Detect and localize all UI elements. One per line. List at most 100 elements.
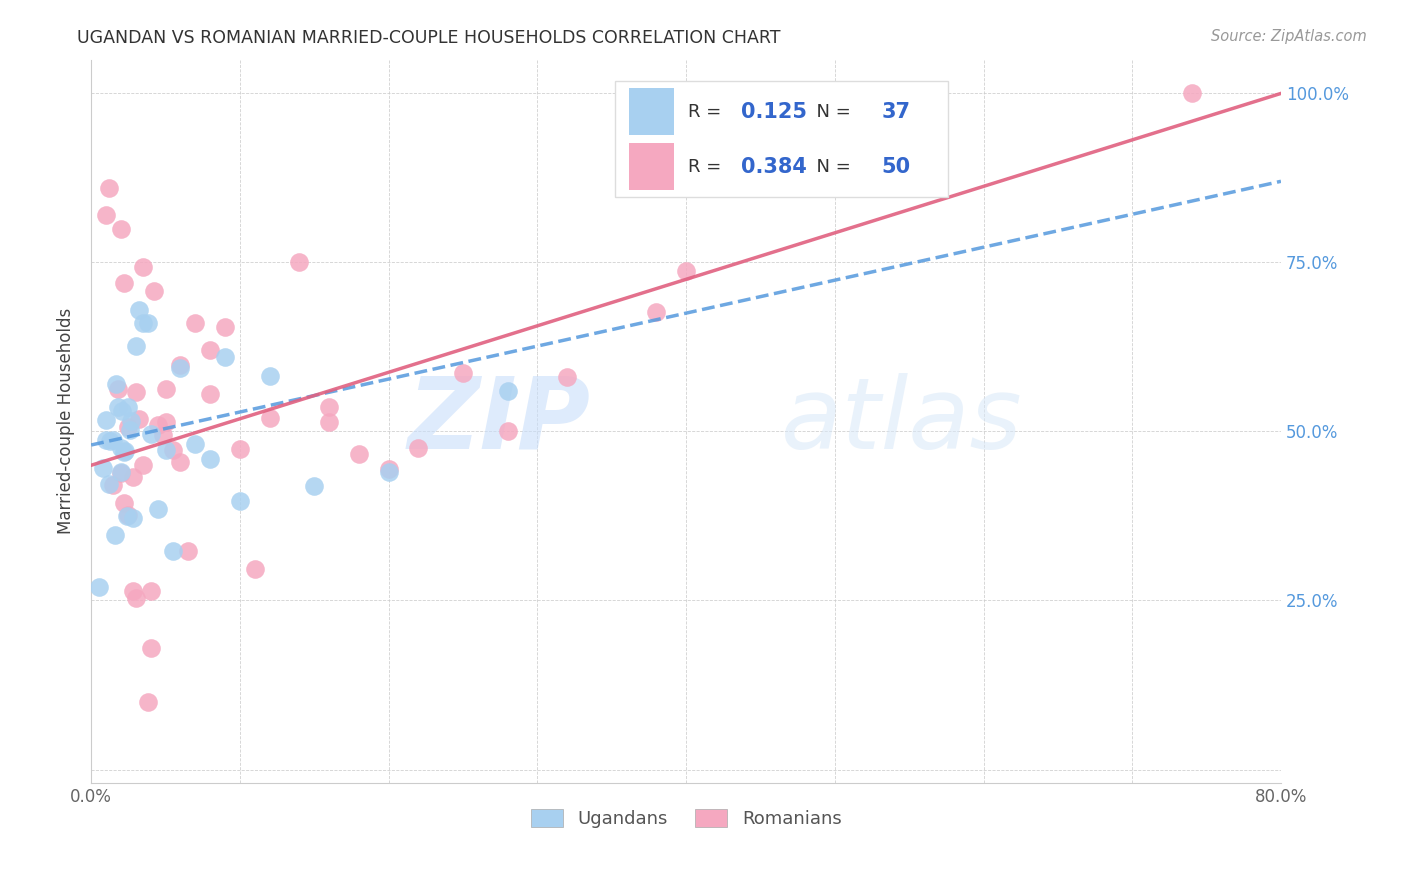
Point <box>347 447 370 461</box>
Text: 50: 50 <box>882 157 910 177</box>
FancyBboxPatch shape <box>628 88 673 136</box>
Point <box>734 132 756 146</box>
Point <box>132 260 155 274</box>
Point <box>128 302 150 317</box>
Point <box>114 443 136 458</box>
Point <box>121 511 143 525</box>
Point <box>169 358 191 372</box>
Point <box>91 460 114 475</box>
Point <box>132 316 155 330</box>
Point <box>288 255 311 269</box>
Point <box>128 412 150 426</box>
Point <box>115 508 138 523</box>
Point <box>118 423 141 437</box>
Point <box>139 583 162 598</box>
Point <box>132 458 155 472</box>
Point <box>229 442 252 456</box>
Point <box>259 369 281 384</box>
Point <box>162 443 184 458</box>
Point <box>94 433 117 447</box>
Point <box>105 377 128 392</box>
Point <box>121 583 143 598</box>
Point <box>107 400 129 414</box>
Point <box>152 427 174 442</box>
Point <box>214 351 236 365</box>
Point <box>408 441 430 455</box>
Text: N =: N = <box>806 103 856 120</box>
Point <box>184 316 207 330</box>
Point <box>125 339 148 353</box>
Point <box>496 384 519 398</box>
Point <box>103 478 125 492</box>
Point <box>98 181 121 195</box>
Point <box>112 496 135 510</box>
Point <box>94 412 117 426</box>
Point <box>155 415 177 429</box>
Text: Source: ZipAtlas.com: Source: ZipAtlas.com <box>1211 29 1367 44</box>
Point <box>162 543 184 558</box>
Point <box>136 695 159 709</box>
Point <box>110 465 132 479</box>
Point <box>198 343 221 358</box>
Point <box>142 284 165 298</box>
Point <box>107 382 129 396</box>
Point <box>214 319 236 334</box>
Point <box>169 455 191 469</box>
Point <box>112 276 135 290</box>
Point <box>117 400 139 414</box>
Text: 37: 37 <box>882 102 910 121</box>
Point <box>318 400 340 414</box>
Text: N =: N = <box>806 158 856 176</box>
Point <box>243 562 266 576</box>
Point <box>117 419 139 434</box>
Point <box>377 462 399 476</box>
Text: atlas: atlas <box>782 373 1024 470</box>
Point <box>155 382 177 396</box>
Point <box>184 437 207 451</box>
Point <box>94 208 117 222</box>
Point <box>104 527 127 541</box>
Point <box>98 476 121 491</box>
Point <box>139 427 162 442</box>
Text: ZIP: ZIP <box>408 373 591 470</box>
Point <box>146 418 169 433</box>
Point <box>198 451 221 466</box>
Point <box>704 146 727 161</box>
FancyBboxPatch shape <box>614 81 948 197</box>
FancyBboxPatch shape <box>628 143 673 190</box>
Text: R =: R = <box>689 158 727 176</box>
Text: R =: R = <box>689 103 727 120</box>
Point <box>125 591 148 605</box>
Point <box>103 433 125 447</box>
Point <box>139 640 162 655</box>
Point <box>120 414 142 428</box>
Text: 0.384: 0.384 <box>741 157 807 177</box>
Point <box>110 467 132 481</box>
Point <box>110 221 132 235</box>
Point <box>100 434 122 448</box>
Text: UGANDAN VS ROMANIAN MARRIED-COUPLE HOUSEHOLDS CORRELATION CHART: UGANDAN VS ROMANIAN MARRIED-COUPLE HOUSE… <box>77 29 780 46</box>
Point <box>198 387 221 401</box>
Point <box>125 384 148 399</box>
Point <box>496 424 519 438</box>
Point <box>111 403 134 417</box>
Point <box>121 469 143 483</box>
Text: 0.125: 0.125 <box>741 102 807 121</box>
Point <box>87 580 110 594</box>
Point <box>377 465 399 479</box>
Y-axis label: Married-couple Households: Married-couple Households <box>58 309 75 534</box>
Point <box>451 367 474 381</box>
Point <box>1181 87 1204 101</box>
Point <box>110 441 132 455</box>
Point <box>302 478 325 492</box>
Point <box>259 410 281 425</box>
Point <box>229 494 252 508</box>
Point <box>645 304 668 318</box>
Point <box>555 370 578 384</box>
Point <box>146 501 169 516</box>
Point <box>169 361 191 376</box>
Point <box>136 316 159 330</box>
Point <box>117 508 139 522</box>
Point <box>177 544 200 558</box>
Point <box>155 443 177 458</box>
